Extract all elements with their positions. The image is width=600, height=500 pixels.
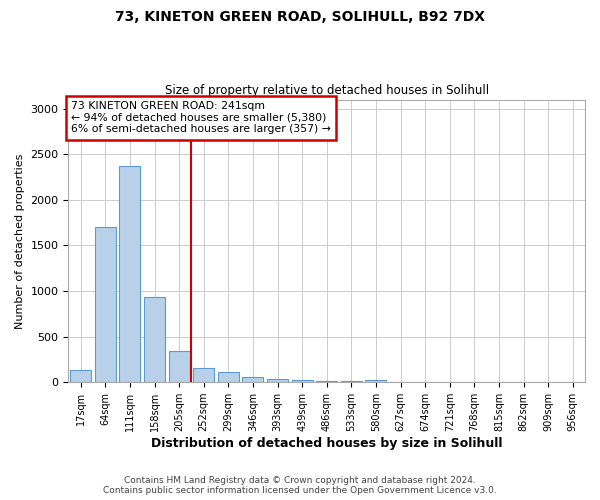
Y-axis label: Number of detached properties: Number of detached properties: [15, 153, 25, 328]
Bar: [193, 368, 214, 382]
X-axis label: Distribution of detached houses by size in Solihull: Distribution of detached houses by size …: [151, 437, 502, 450]
Text: Contains HM Land Registry data © Crown copyright and database right 2024.
Contai: Contains HM Land Registry data © Crown c…: [103, 476, 497, 495]
Bar: [169, 351, 190, 382]
Bar: [316, 381, 337, 382]
Bar: [119, 166, 140, 382]
Bar: [242, 377, 263, 382]
Bar: [95, 227, 116, 382]
Bar: [70, 370, 91, 382]
Bar: [365, 380, 386, 382]
Text: 73, KINETON GREEN ROAD, SOLIHULL, B92 7DX: 73, KINETON GREEN ROAD, SOLIHULL, B92 7D…: [115, 10, 485, 24]
Bar: [267, 379, 288, 382]
Bar: [218, 372, 239, 382]
Bar: [292, 380, 313, 382]
Text: 73 KINETON GREEN ROAD: 241sqm
← 94% of detached houses are smaller (5,380)
6% of: 73 KINETON GREEN ROAD: 241sqm ← 94% of d…: [71, 101, 331, 134]
Bar: [144, 298, 165, 382]
Title: Size of property relative to detached houses in Solihull: Size of property relative to detached ho…: [164, 84, 489, 97]
